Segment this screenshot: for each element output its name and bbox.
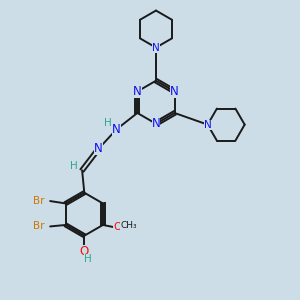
Text: N: N — [204, 120, 212, 130]
Text: H: H — [70, 161, 78, 171]
Text: H: H — [104, 118, 112, 128]
Text: H: H — [84, 254, 92, 264]
Text: Br: Br — [33, 196, 45, 206]
Text: N: N — [170, 85, 179, 98]
Text: Br: Br — [33, 221, 45, 231]
Text: N: N — [152, 117, 160, 130]
Text: O: O — [80, 245, 89, 258]
Text: N: N — [152, 43, 160, 52]
Text: N: N — [133, 85, 142, 98]
Text: N: N — [112, 123, 121, 136]
Text: CH₃: CH₃ — [120, 221, 137, 230]
Text: O: O — [113, 222, 122, 232]
Text: N: N — [94, 142, 103, 155]
